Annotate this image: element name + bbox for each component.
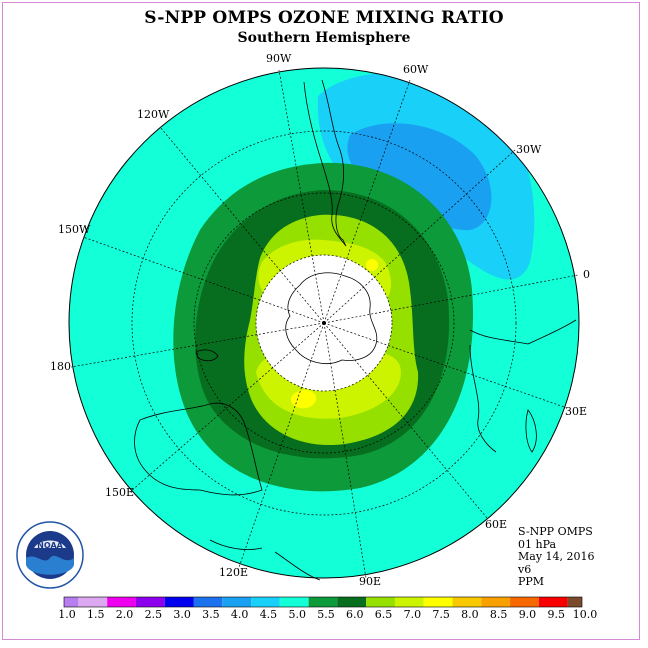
coastlines (134, 79, 577, 581)
legend-swatch (337, 597, 367, 607)
info-version: v6 (518, 562, 532, 576)
map-subtitle: Southern Hemisphere (237, 30, 411, 46)
antarctica-coast (285, 272, 378, 364)
legend-swatch (423, 597, 453, 607)
info-block: S-NPP OMPS 01 hPa May 14, 2016 v6 PPM (518, 525, 595, 589)
legend-tick-label: 9.0 (519, 608, 537, 621)
africa-coast (469, 319, 577, 453)
lon-label-60w: 60W (403, 63, 429, 76)
legend-tick-label: 9.5 (547, 608, 565, 621)
legend-swatch (78, 597, 108, 607)
legend-swatch (481, 597, 511, 607)
lon-label-90w: 90W (266, 52, 292, 65)
legend-swatch (567, 597, 582, 607)
legend-tick-label: 8.0 (461, 608, 479, 621)
legend-tick-label: 1.0 (58, 608, 76, 621)
info-satellite: S-NPP OMPS (518, 525, 593, 538)
madagascar-coast (525, 409, 537, 453)
legend-swatch (366, 597, 395, 607)
legend-tick-label: 6.0 (346, 608, 364, 621)
lon-label-90e: 90E (359, 575, 382, 588)
info-date: May 14, 2016 (518, 550, 595, 563)
legend-border (63, 596, 583, 608)
color-legend: 1.0 1.5 2.0 2.5 3.0 3.5 4.0 4.5 5.0 5.5 6.0 6.5 7.0 7… (58, 596, 598, 621)
legend-tick-label: 10.0 (573, 608, 598, 621)
legend-tick-label: 8.5 (490, 608, 508, 621)
south-america-coast (303, 79, 347, 247)
lon-label-150w: 150W (58, 223, 91, 236)
lon-label-30e: 30E (565, 405, 588, 418)
legend-tick-label: 5.5 (317, 608, 335, 621)
lon-label-120w: 120W (137, 108, 170, 121)
south-pole-marker (322, 321, 326, 325)
new-zealand-coast (195, 349, 219, 362)
legend-swatch (251, 597, 280, 607)
lon-label-0: 0 (583, 268, 590, 281)
map-boundary (68, 67, 580, 579)
legend-tick-label: 7.5 (432, 608, 450, 621)
legend-swatch (538, 597, 568, 607)
ozone-7-5-patch (290, 390, 317, 409)
legend-tick-label: 4.5 (260, 608, 278, 621)
legend-tick-label: 4.0 (231, 608, 249, 621)
legend-swatch (64, 597, 79, 607)
legend-swatch (135, 597, 165, 607)
low-ozone-3-5 (347, 123, 492, 231)
noaa-logo-text: NOAA (37, 541, 63, 550)
legend-tick-label: 6.5 (375, 608, 393, 621)
legend-tick-label: 2.5 (145, 608, 163, 621)
map-title: S-NPP OMPS OZONE MIXING RATIO (144, 8, 504, 28)
noaa-logo: NOAA (16, 521, 84, 589)
legend-swatch (222, 597, 252, 607)
info-pressure-level: 01 hPa (518, 537, 557, 551)
legend-tick-label: 2.0 (116, 608, 134, 621)
legend-tick-label: 7.0 (404, 608, 422, 621)
legend-tick-label: 5.0 (288, 608, 306, 621)
australia-coast (134, 402, 263, 496)
legend-swatch (193, 597, 223, 607)
legend-swatch (452, 597, 482, 607)
info-units: PPM (518, 575, 545, 588)
legend-swatch (510, 597, 539, 607)
lon-label-60e: 60E (485, 518, 508, 531)
graticule (70, 69, 579, 579)
legend-tick-label: 1.5 (87, 608, 105, 621)
lon-label-30w: 30W (516, 143, 542, 156)
lon-label-150e: 150E (105, 486, 135, 499)
indonesia-coast (209, 539, 321, 581)
legend-swatch (279, 597, 309, 607)
legend-swatch (107, 597, 136, 607)
legend-swatch (308, 597, 338, 607)
legend-swatch (164, 597, 194, 607)
legend-swatch (394, 597, 424, 607)
lon-label-120e: 120E (219, 566, 249, 579)
lon-label-180: 180 (50, 360, 71, 373)
map-frame (2, 2, 640, 640)
ozone-7-5-spot (366, 259, 378, 271)
legend-tick-label: 3.0 (173, 608, 191, 621)
legend-tick-label: 3.5 (202, 608, 220, 621)
